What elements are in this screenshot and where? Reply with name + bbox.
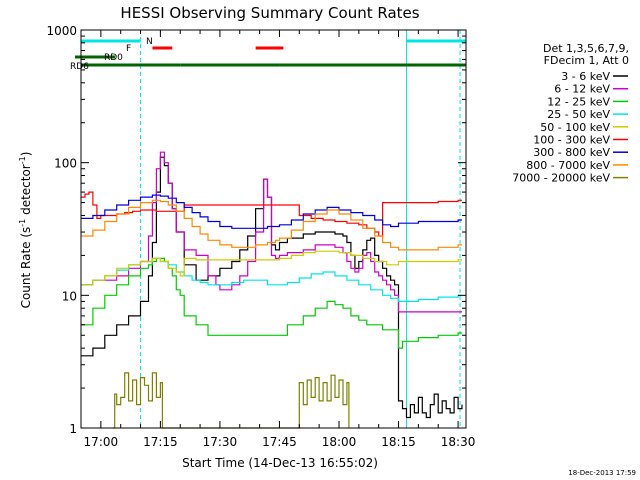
timestamp: 18-Dec-2013 17:59 bbox=[568, 469, 636, 477]
flag-label-f: F bbox=[126, 44, 131, 54]
series-line-2 bbox=[81, 257, 462, 349]
plot-frame bbox=[80, 29, 467, 429]
legend-label-8: 7000 - 20000 keV bbox=[512, 172, 610, 185]
x-tick-label-5: 18:15 bbox=[381, 435, 416, 449]
flag-label-rd0: RD0 bbox=[104, 53, 123, 63]
x-tick-label-1: 17:15 bbox=[143, 435, 178, 449]
x-axis-label: Start Time (14-Dec-13 16:55:02) bbox=[182, 456, 378, 470]
legend-label-5: 100 - 300 keV bbox=[533, 134, 610, 147]
y-tick-label-1: 10 bbox=[62, 289, 77, 303]
x-tick-label-6: 18:30 bbox=[441, 435, 476, 449]
legend-label-0: 3 - 6 keV bbox=[561, 70, 610, 83]
y-tick-label-3: 1000 bbox=[46, 24, 77, 38]
x-tick-label-2: 17:30 bbox=[203, 435, 238, 449]
series-line-7 bbox=[81, 199, 462, 251]
legend-label-7: 800 - 7000 keV bbox=[526, 159, 610, 172]
x-tick-label-3: 17:45 bbox=[262, 435, 297, 449]
legend-header-line1: Det 1,3,5,6,7,9, bbox=[543, 42, 629, 55]
flag-label-rd6: RD6 bbox=[70, 62, 89, 72]
chart-title: HESSI Observing Summary Count Rates bbox=[120, 4, 419, 22]
x-tick-label-4: 18:00 bbox=[322, 435, 357, 449]
legend-label-3: 25 - 50 keV bbox=[547, 108, 610, 121]
legend-label-4: 50 - 100 keV bbox=[540, 121, 610, 134]
legend-header-line2: FDecim 1, Att 0 bbox=[544, 54, 629, 67]
series-line-6 bbox=[81, 194, 462, 229]
y-axis-label: Count Rate (s-1 detector-1) bbox=[18, 152, 33, 309]
legend-label-1: 6 - 12 keV bbox=[554, 83, 610, 96]
legend-label-2: 12 - 25 keV bbox=[547, 95, 610, 108]
plot-area bbox=[75, 30, 466, 429]
x-tick-label-0: 17:00 bbox=[84, 435, 119, 449]
series-line-0 bbox=[81, 156, 463, 419]
flag-label-n: N bbox=[146, 37, 153, 47]
y-tick-label-2: 100 bbox=[54, 157, 77, 171]
y-tick-label-0: 1 bbox=[69, 422, 77, 436]
series-line-4 bbox=[81, 250, 462, 286]
legend-label-6: 300 - 800 keV bbox=[533, 146, 610, 159]
series-line-1 bbox=[81, 151, 462, 313]
series-line-8 bbox=[112, 372, 350, 429]
